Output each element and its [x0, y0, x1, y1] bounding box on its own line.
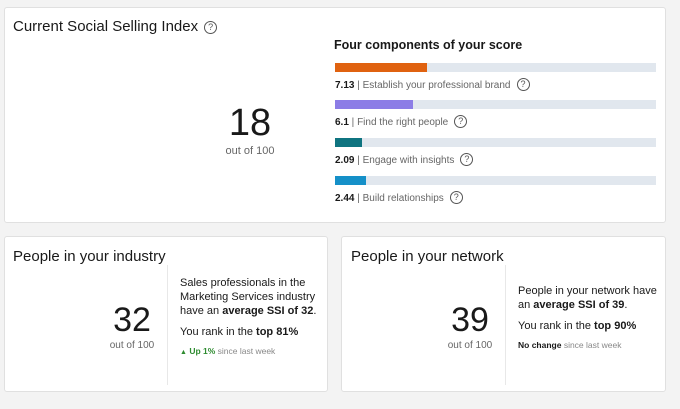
- component-label: 7.13 | Establish your professional brand…: [335, 78, 530, 92]
- industry-title: People in your industry: [13, 248, 166, 265]
- divider: [505, 265, 506, 385]
- divider: [167, 265, 168, 385]
- donut-segment: [392, 280, 417, 296]
- industry-rank: You rank in the top 81%: [180, 326, 299, 338]
- help-icon[interactable]: ?: [516, 78, 530, 91]
- network-rank: You rank in the top 90%: [518, 320, 637, 332]
- component-label: 6.1 | Find the right people?: [335, 115, 468, 129]
- network-info: People in your network have an average S…: [518, 284, 662, 351]
- network-card: [341, 236, 666, 392]
- donut-segment: [158, 64, 182, 85]
- donut-segment: [412, 298, 434, 354]
- component-bar: [335, 138, 656, 147]
- network-title: People in your network: [351, 248, 504, 265]
- network-score: 39: [451, 301, 489, 339]
- component-label: 2.44 | Build relationships?: [335, 191, 463, 205]
- donut-segment: [175, 79, 188, 91]
- donut-track: [66, 57, 200, 191]
- component-bar: [335, 100, 656, 109]
- industry-description: Sales professionals in the Marketing Ser…: [180, 277, 317, 317]
- donut-segment: [74, 288, 89, 303]
- help-icon[interactable]: ?: [454, 115, 468, 128]
- up-arrow-icon: ▲: [180, 349, 187, 356]
- ssi-out-of: out of 100: [225, 145, 275, 157]
- industry-out-of: out of 100: [109, 340, 155, 351]
- donut-segment: [415, 293, 426, 303]
- industry-score: 32: [113, 301, 151, 339]
- help-icon[interactable]: ?: [460, 153, 474, 166]
- donut-segment: [133, 57, 161, 73]
- components-title: Four components of your score: [334, 38, 523, 52]
- network-description: People in your network have an average S…: [518, 285, 657, 311]
- network-change: No change since last week: [518, 340, 622, 350]
- ssi-score: 18: [228, 102, 272, 144]
- donut-segment: [83, 302, 97, 340]
- donut-segment: [180, 86, 193, 98]
- component-bar: [335, 63, 656, 72]
- network-out-of: out of 100: [447, 340, 493, 351]
- help-icon[interactable]: ?: [449, 191, 463, 204]
- help-icon[interactable]: ?: [204, 21, 218, 34]
- industry-info: Sales professionals in the Marketing Ser…: [180, 276, 324, 358]
- donut-segment: [55, 280, 80, 296]
- ssi-title: Current Social Selling Index?: [13, 18, 218, 36]
- industry-change: ▲ Up 1% since last week: [180, 346, 276, 356]
- industry-card: [4, 236, 328, 392]
- component-bar-fill: [335, 176, 367, 185]
- component-label: 2.09 | Engage with insights?: [335, 153, 474, 167]
- component-bar-fill: [335, 100, 414, 109]
- donut-segment: [411, 288, 423, 300]
- component-bar-fill: [335, 63, 427, 72]
- donut-segment: [81, 297, 92, 307]
- component-bar: [335, 176, 656, 185]
- component-bar-fill: [335, 138, 362, 147]
